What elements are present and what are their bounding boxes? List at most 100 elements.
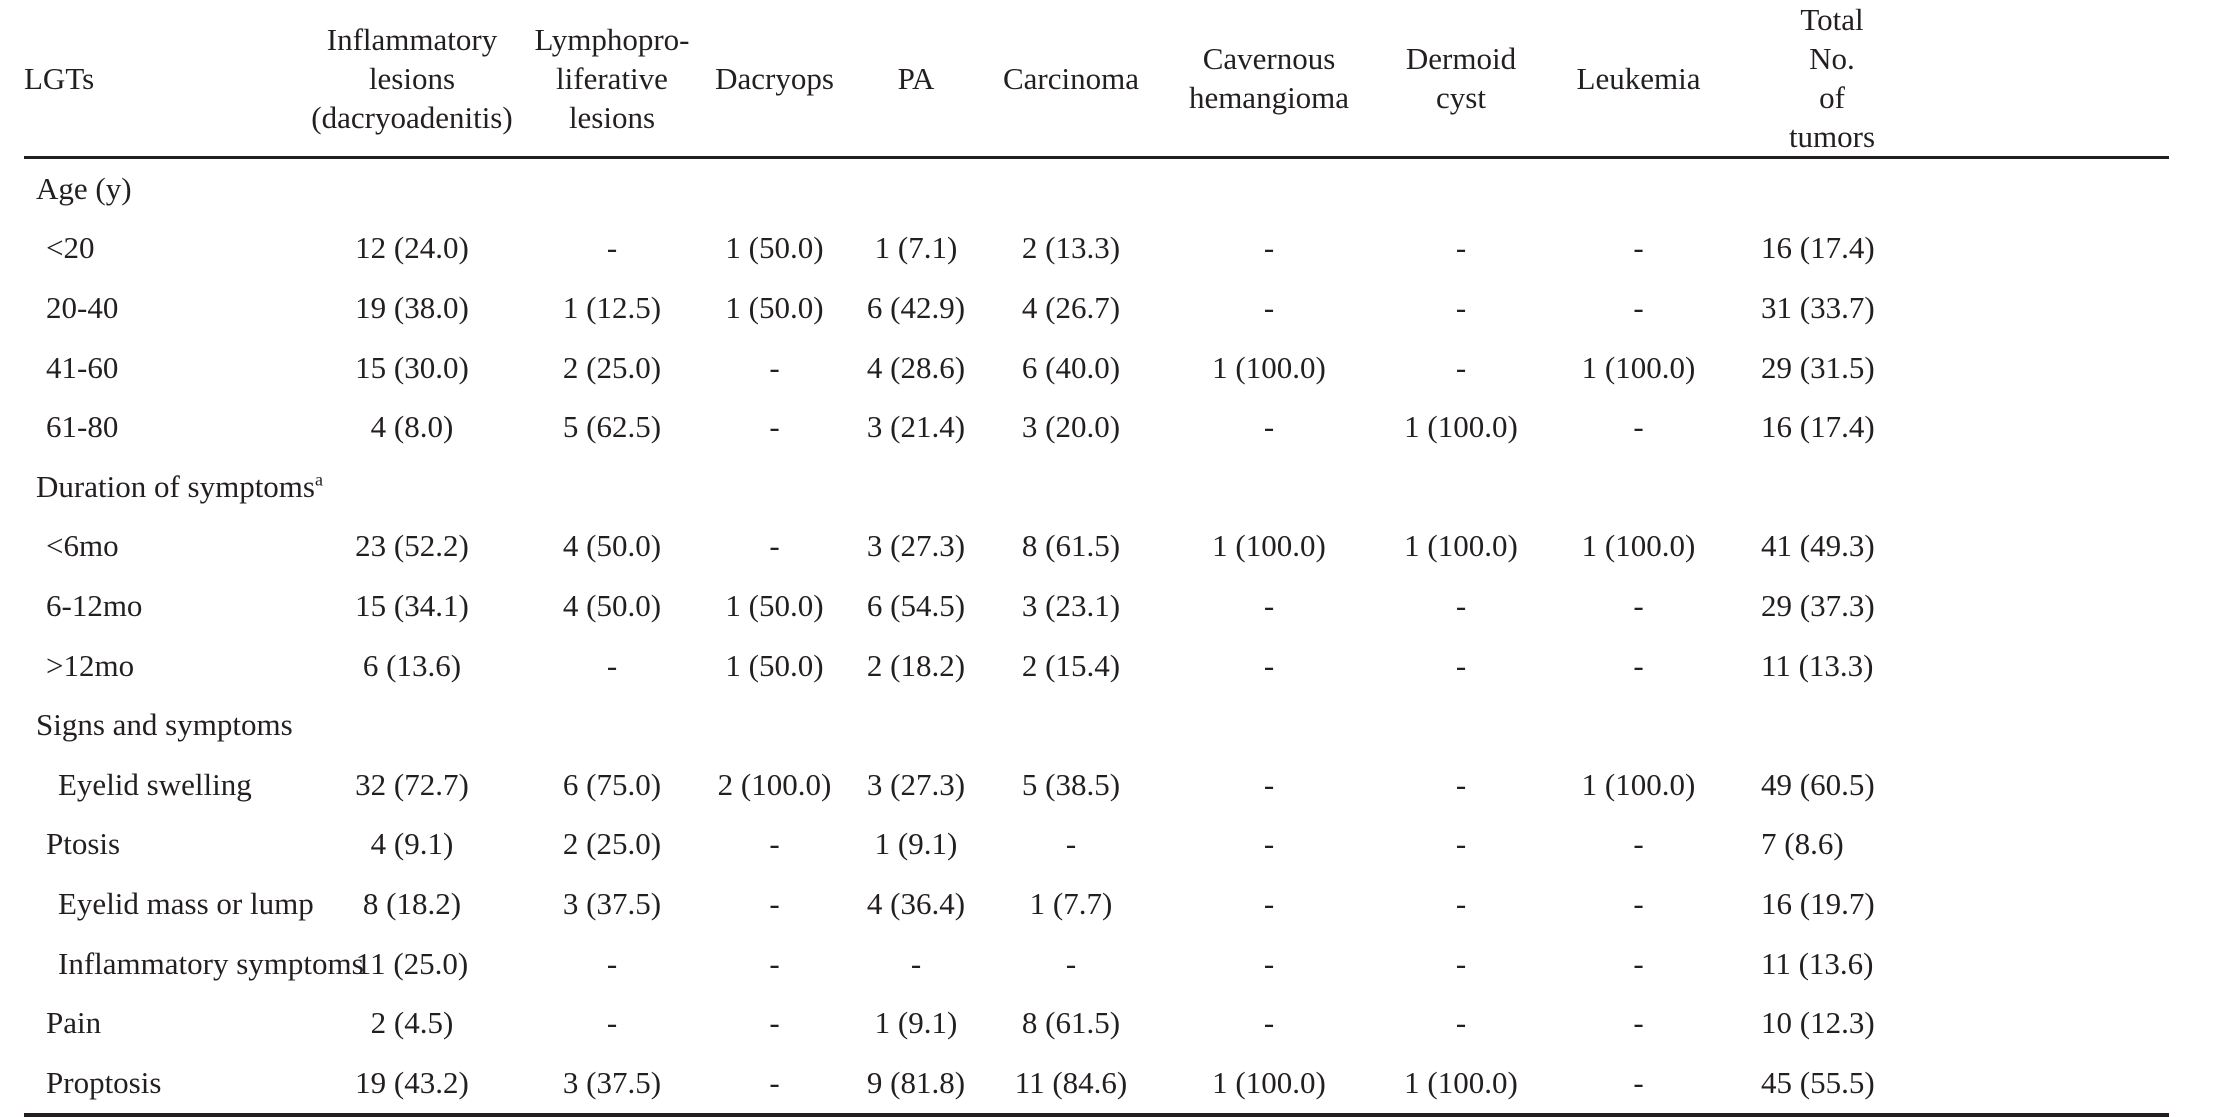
footnote-marker: a xyxy=(315,469,323,490)
row-label-text: 6-12mo xyxy=(46,587,143,623)
row-label-text: Pain xyxy=(46,1005,102,1041)
table-cell: 8 (61.5) xyxy=(1021,1005,1121,1041)
table-cell: 4 (9.1) xyxy=(370,826,454,862)
table-cell: - xyxy=(910,945,922,981)
table-cell xyxy=(1726,158,2169,219)
column-header-line: lesions xyxy=(568,99,656,135)
header-row: LGTs Inflammatory lesions (dacryoadenitis)… xyxy=(24,0,2169,159)
column-header-line: PA xyxy=(897,60,935,96)
table-cell: - xyxy=(1455,349,1467,385)
table-cell: - xyxy=(606,945,618,981)
row-label: Pain xyxy=(24,993,292,1053)
table-cell: 1 (100.0) xyxy=(1167,1052,1371,1117)
column-header-line: Dermoid xyxy=(1405,41,1517,76)
table-cell: 10 (12.3) xyxy=(1761,1005,1875,1041)
table-row: Inflammatory symptoms 11 (25.0) - - - - - - - 11 … xyxy=(24,934,2169,994)
table-cell: - xyxy=(606,230,618,266)
table-cell: 3 (37.5) xyxy=(562,885,662,921)
row-label-text: Proptosis xyxy=(46,1064,162,1100)
table-cell: - xyxy=(769,409,780,445)
table-cell: - xyxy=(1633,409,1644,445)
table-row: >12mo 6 (13.6) - 1 (50.0) 2 (18.2) 2 (15.4) - -… xyxy=(24,636,2169,696)
table-cell: 31 (33.7) xyxy=(1761,289,1875,325)
table-cell: - xyxy=(769,826,780,862)
table-cell xyxy=(1551,158,1726,219)
column-header-line: cyst xyxy=(1436,80,1486,115)
table-cell xyxy=(292,158,532,219)
table-cell: - xyxy=(1263,945,1275,981)
column-header-line: Carcinoma xyxy=(1002,60,1139,96)
table-cell: 16 (19.7) xyxy=(1761,885,1875,921)
table-row: 41-60 15 (30.0) 2 (25.0) - 4 (28.6) 6 (40.0) 1… xyxy=(24,338,2169,398)
table-cell: 3 (23.1) xyxy=(1021,587,1121,623)
table-cell xyxy=(1371,695,1551,755)
table-cell: - xyxy=(1551,1052,1726,1117)
table-cell: 15 (30.0) xyxy=(355,349,469,385)
table-cell: - xyxy=(1455,587,1467,623)
table-cell: 1 (50.0) xyxy=(725,647,824,683)
column-header-line: of tumors xyxy=(1788,80,1876,154)
table-row: <20 12 (24.0) - 1 (50.0) 1 (7.1) 2 (13.3) - - - 1… xyxy=(24,219,2169,279)
table-cell: - xyxy=(1455,945,1467,981)
row-label-text: 41-60 xyxy=(46,349,119,385)
column-header-line: Cavernous xyxy=(1202,41,1336,76)
table-cell xyxy=(857,695,975,755)
table-cell: - xyxy=(769,528,780,564)
table-cell: 1 (9.1) xyxy=(874,1005,958,1041)
table-cell: 4 (28.6) xyxy=(866,349,966,385)
table-cell: 2 (15.4) xyxy=(1021,647,1121,683)
table-cell: - xyxy=(1633,1005,1644,1041)
table-cell: 4 (8.0) xyxy=(370,409,454,445)
table-cell: 11 (25.0) xyxy=(355,945,469,981)
row-label-text: Eyelid mass or lump xyxy=(58,885,314,921)
table-cell: 29 (37.3) xyxy=(1761,587,1875,623)
section-row: Signs and symptoms xyxy=(24,695,2169,755)
table-cell: 16 (17.4) xyxy=(1761,409,1875,445)
table-cell: 1 (9.1) xyxy=(874,826,958,862)
table-cell: - xyxy=(1455,1005,1467,1041)
table-cell xyxy=(292,695,532,755)
table-cell: - xyxy=(769,885,780,921)
column-header: Inflammatory lesions (dacryoadenitis) xyxy=(292,0,532,159)
table-cell: - xyxy=(769,349,780,385)
table-row: 61-80 4 (8.0) 5 (62.5) - 3 (21.4) 3 (20.0) - 1 … xyxy=(24,397,2169,457)
table-cell: 4 (50.0) xyxy=(562,528,662,564)
table-cell: 1 (7.7) xyxy=(1029,885,1113,921)
table-cell xyxy=(1726,695,2169,755)
table-cell: - xyxy=(1263,885,1275,921)
table-cell: - xyxy=(1633,945,1644,981)
table-cell xyxy=(532,457,692,517)
table-cell xyxy=(975,695,1167,755)
table-cell: - xyxy=(1065,945,1077,981)
column-header-line: Leukemia xyxy=(1576,60,1701,96)
table-row: 6-12mo 15 (34.1) 4 (50.0) 1 (50.0) 6 (54.5) 3… xyxy=(24,576,2169,636)
table-cell xyxy=(1371,457,1551,517)
table-cell: 4 (26.7) xyxy=(1021,289,1121,325)
table-cell: - xyxy=(1263,647,1275,683)
table-cell: 7 (8.6) xyxy=(1761,826,1844,862)
table-cell: 8 (61.5) xyxy=(1021,528,1121,564)
table-cell: - xyxy=(606,1005,618,1041)
section-row: Duration of symptomsa xyxy=(24,457,2169,517)
table-cell: - xyxy=(1263,409,1275,445)
table-cell: 5 (62.5) xyxy=(562,409,662,445)
column-header-line: Total No. xyxy=(1800,2,1864,76)
table-cell: 2 (25.0) xyxy=(562,349,662,385)
section-row: Age (y) xyxy=(24,158,2169,219)
lgt-clinical-table: LGTs Inflammatory lesions (dacryoadenitis)… xyxy=(24,0,2169,1117)
table-cell: 2 (18.2) xyxy=(866,647,966,683)
column-header-line: lesions xyxy=(368,60,456,96)
table-row: Ptosis 4 (9.1) 2 (25.0) - 1 (9.1) - - - - 7 (8.6) xyxy=(24,815,2169,875)
table-cell: 8 (18.2) xyxy=(362,885,462,921)
row-label-text: 20-40 xyxy=(46,289,119,325)
table-cell: 3 (21.4) xyxy=(866,409,966,445)
table-cell xyxy=(975,457,1167,517)
table-cell: 1 (12.5) xyxy=(562,289,662,325)
row-label-text: Eyelid swelling xyxy=(58,766,252,802)
row-label: 41-60 xyxy=(24,338,292,398)
table-cell: - xyxy=(1633,230,1644,266)
row-label: <6mo xyxy=(24,517,292,577)
column-header-line: Dacryops xyxy=(715,60,834,96)
row-label: <20 xyxy=(24,219,292,279)
row-label-text: <20 xyxy=(46,230,95,266)
